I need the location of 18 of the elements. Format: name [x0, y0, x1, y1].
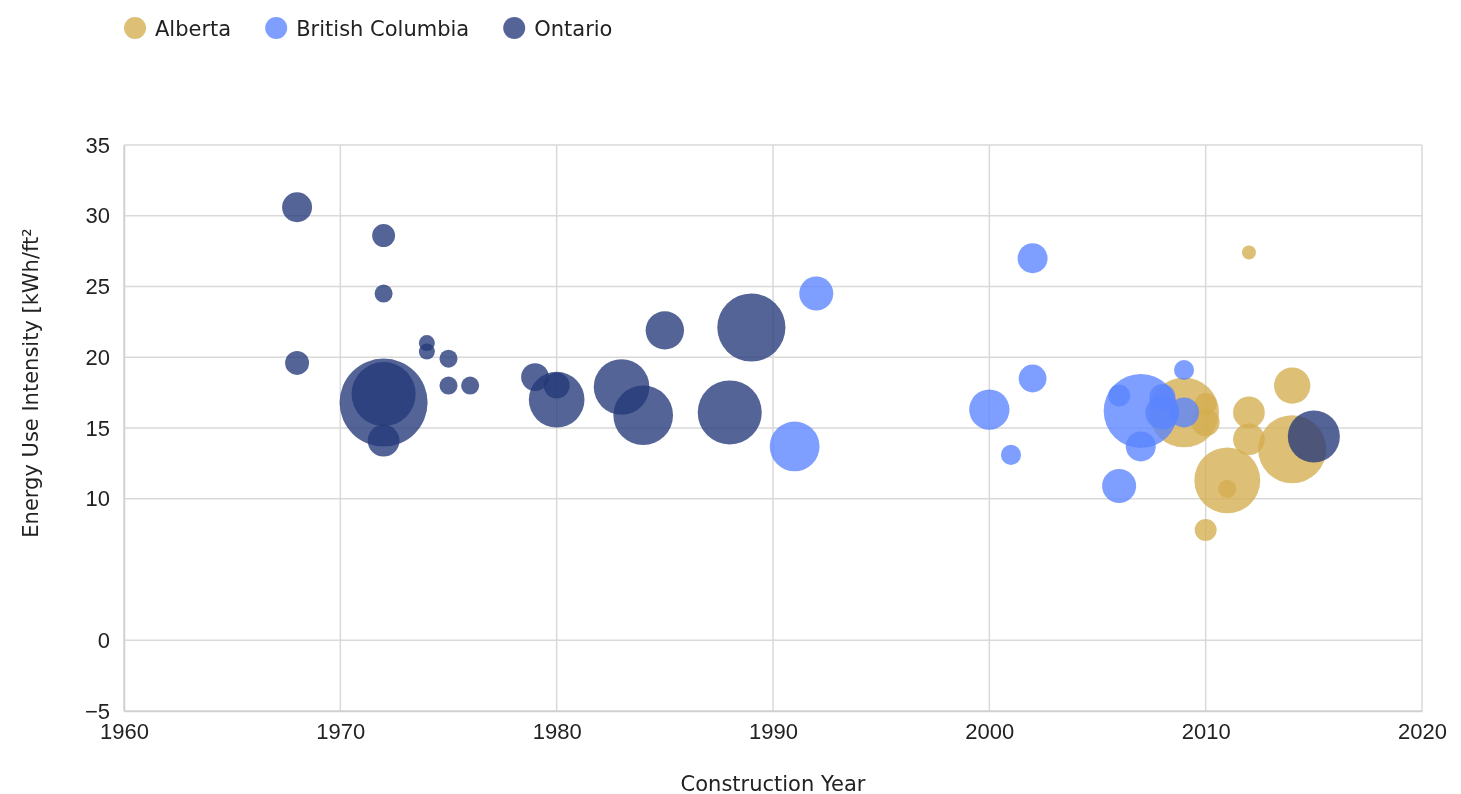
x-tick-label: 1970: [316, 718, 366, 744]
x-tick-label: 1990: [749, 718, 798, 744]
y-tick-label: 35: [85, 132, 110, 158]
x-tick-label: 2020: [1398, 718, 1447, 744]
y-tick-label: 20: [85, 344, 110, 370]
y-axis-title: Energy Use Intensity [kWh/ft²: [19, 228, 43, 538]
legend-label: British Columbia: [296, 17, 470, 41]
legend-label: Alberta: [155, 17, 232, 41]
y-tick-label: 15: [85, 415, 110, 441]
x-axis-title: Construction Year: [680, 772, 866, 794]
y-tick-label: 10: [85, 486, 110, 512]
x-tick-label: 2000: [965, 718, 1015, 744]
legend-label: Ontario: [534, 17, 613, 41]
y-tick-label: 25: [85, 274, 110, 300]
y-tick-label: 0: [97, 627, 110, 653]
x-tick-label: 1980: [532, 718, 582, 744]
y-tick-label: 30: [85, 203, 110, 229]
x-tick-label: 2010: [1181, 718, 1231, 744]
